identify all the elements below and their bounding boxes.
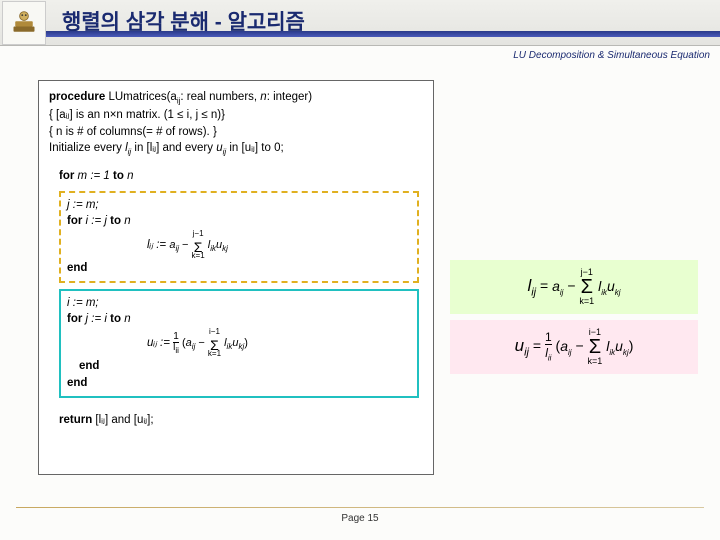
c-line-3: uᵢⱼ := 1lii (aij − i−1Σk=1 likukj) [67, 328, 411, 358]
u-computation-box: i := m; for j := i to n uᵢⱼ := 1lii (aij… [59, 289, 419, 398]
y-line-2: for i := j to n [67, 213, 411, 230]
c-line-1: i := m; [67, 295, 411, 312]
l-computation-box: j := m; for i := j to n lᵢⱼ := aij − j−1… [59, 191, 419, 283]
footer-divider [16, 507, 704, 508]
inline-formula-l: aij − j−1Σk=1 likukj [169, 230, 228, 260]
c-end1: end [67, 358, 411, 375]
formula-u-box: uij = 1lii (aij − i−1Σk=1 likukj) [450, 320, 698, 374]
proc-line-1: procedure LUmatrices(aij: real numbers, … [49, 89, 423, 107]
formula-sidebar: lij = aij − j−1Σk=1 likukj uij = 1lii (a… [450, 260, 698, 374]
y-line-1: j := m; [67, 197, 411, 214]
proc-line-3: { n is # of columns(= # of rows). } [49, 124, 423, 141]
c-line-2: for j := i to n [67, 311, 411, 328]
y-end: end [67, 260, 411, 277]
return-line: return [lᵢⱼ] and [uᵢⱼ]; [49, 412, 423, 429]
c-end2: end [67, 375, 411, 392]
kw-procedure: procedure [49, 91, 105, 103]
formula-l-box: lij = aij − j−1Σk=1 likukj [450, 260, 698, 314]
loop-outer: for m := 1 to n [49, 168, 423, 185]
proc-line-2: { [aᵢⱼ] is an n×n matrix. (1 ≤ i, j ≤ n)… [49, 107, 423, 124]
proc-line-4: Initialize every lij in [lᵢⱼ] and every … [49, 140, 423, 158]
inline-formula-u: 1lii (aij − i−1Σk=1 likukj) [173, 328, 248, 358]
slide-header: 행렬의 삼각 분해 - 알고리즘 [0, 0, 720, 46]
title-underline [46, 31, 720, 37]
y-line-3: lᵢⱼ := aij − j−1Σk=1 likukj [67, 230, 411, 260]
logo-box [2, 1, 46, 45]
page-number: Page 15 [0, 513, 720, 524]
content-area: procedure LUmatrices(aij: real numbers, … [0, 46, 720, 485]
procedure-box: procedure LUmatrices(aij: real numbers, … [38, 80, 434, 475]
title-area: 행렬의 삼각 분해 - 알고리즘 [46, 0, 720, 45]
study-icon [10, 9, 38, 37]
